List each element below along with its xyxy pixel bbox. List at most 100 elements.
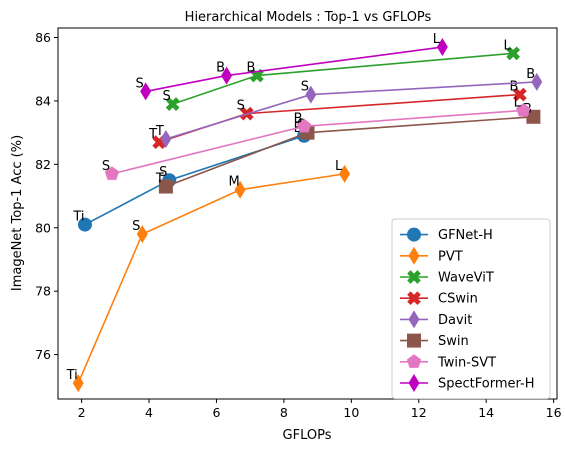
- legend-marker: [407, 333, 421, 348]
- data-point-twin-svt: [104, 166, 120, 180]
- point-label-wavevit: L: [504, 38, 512, 53]
- point-label-spectformer-h: B: [216, 61, 225, 76]
- series-line-pvt: [77, 173, 345, 384]
- legend-marker: [408, 310, 420, 329]
- data-point-spectformer-h: [140, 82, 152, 101]
- data-point-davit: [305, 85, 317, 104]
- x-tick-label: 4: [145, 405, 153, 420]
- data-point-davit: [160, 129, 172, 148]
- point-label-wavevit: S: [163, 89, 171, 104]
- y-tick-label: 76: [35, 347, 51, 362]
- point-label-davit: B: [526, 67, 535, 82]
- point-label-davit: T: [155, 124, 164, 139]
- legend-label: PVT: [438, 249, 463, 264]
- x-axis-label: GFLOPs: [283, 428, 332, 443]
- point-label-wavevit: B: [246, 61, 255, 76]
- data-point-pvt: [72, 374, 84, 393]
- legend-marker: [407, 291, 421, 306]
- y-tick-label: 78: [35, 284, 51, 299]
- series-twin-svt: S B L: [102, 95, 531, 180]
- point-label-pvt: Ti: [66, 368, 78, 383]
- data-point-spectformer-h: [221, 66, 233, 85]
- x-tick-label: 6: [212, 405, 220, 420]
- point-label-twin-svt: B: [294, 111, 303, 126]
- legend-item-davit: Davit: [400, 310, 472, 329]
- point-label-spectformer-h: S: [136, 76, 144, 91]
- data-point-wavevit: [165, 97, 180, 111]
- legend-item-twin-svt: Twin-SVT: [400, 354, 496, 370]
- legend-box: [391, 218, 551, 400]
- point-label-davit: S: [301, 80, 309, 95]
- legend-marker: [408, 246, 420, 265]
- data-point-pvt: [339, 164, 351, 183]
- data-point-spectformer-h: [436, 38, 448, 57]
- legend-label: CSwin: [438, 292, 478, 307]
- series-line-twin-svt: [111, 109, 524, 175]
- x-tick-label: 12: [411, 405, 427, 420]
- y-tick-label: 82: [35, 157, 51, 172]
- series-line-cswin: [158, 93, 520, 143]
- legend-item-wavevit: WaveViT: [400, 270, 494, 286]
- data-point-davit: [531, 72, 543, 91]
- data-point-twin-svt: [297, 118, 312, 133]
- series-line-swin: [165, 115, 534, 188]
- series-swin: TSB: [155, 102, 541, 194]
- x-tick-label: 14: [478, 405, 494, 420]
- point-label-gfnet-h: Ti: [72, 210, 84, 225]
- series-wavevit: SBL: [163, 38, 521, 111]
- series-line-spectformer-h: [145, 46, 443, 93]
- y-axis: 76 78 80 82 84 86: [35, 30, 58, 362]
- series-line-davit: [165, 81, 537, 140]
- legend-item-gfnet-h: GFNet-H: [400, 227, 493, 243]
- y-tick-label: 86: [35, 30, 51, 45]
- series-davit: T S B: [155, 67, 543, 148]
- x-tick-label: 2: [78, 405, 86, 420]
- point-label-twin-svt: S: [102, 159, 110, 174]
- point-label-spectformer-h: L: [433, 32, 441, 47]
- point-label-twin-svt: L: [514, 95, 522, 110]
- chart-title: Hierarchical Models : Top-1 vs GFLOPs: [185, 10, 432, 25]
- legend-marker: [407, 270, 421, 284]
- legend-item-swin: Swin: [400, 333, 469, 349]
- point-label-gfnet-h: S: [159, 165, 167, 180]
- data-point-cswin: [513, 87, 527, 102]
- y-tick-label: 84: [35, 93, 51, 108]
- legend-label: Davit: [438, 313, 472, 328]
- legend-item-pvt: PVT: [400, 246, 463, 265]
- legend-marker: [407, 227, 421, 242]
- legend-label: SpectFormer-H: [438, 377, 534, 392]
- point-label-cswin: S: [237, 99, 245, 114]
- point-label-pvt: L: [335, 159, 343, 174]
- x-tick-label: 8: [280, 405, 288, 420]
- data-point-swin: [526, 109, 541, 124]
- point-label-cswin: T: [148, 127, 157, 142]
- data-point-gfnet-h: [77, 217, 92, 232]
- plot-area: TiSBTiSMLSBLTSBTSBTSBSBLSBL: [66, 32, 543, 393]
- x-tick-label: 16: [546, 405, 562, 420]
- series-pvt: Ti S M L: [66, 159, 351, 393]
- legend-marker: [408, 374, 420, 392]
- point-label-swin: T: [155, 172, 164, 187]
- x-axis: 2 4 6 8 10 12 14 16: [78, 399, 562, 420]
- data-point-swin: [158, 179, 173, 194]
- y-tick-label: 80: [35, 220, 51, 235]
- data-point-twin-svt: [516, 102, 531, 117]
- point-label-pvt: M: [228, 175, 239, 190]
- x-tick-label: 10: [343, 405, 359, 420]
- legend-label: GFNet-H: [438, 228, 493, 243]
- data-point-pvt: [136, 225, 148, 244]
- legend-label: Twin-SVT: [437, 355, 496, 370]
- y-axis-label: ImageNet Top-1 Acc (%): [10, 135, 25, 291]
- data-point-pvt: [234, 180, 246, 199]
- data-point-wavevit: [506, 46, 521, 61]
- axes-frame: [57, 27, 558, 400]
- series-line-gfnet-h: [84, 135, 305, 226]
- point-label-cswin: B: [509, 80, 518, 95]
- legend-item-cswin: CSwin: [400, 291, 478, 307]
- series-spectformer-h: S B L: [136, 32, 448, 101]
- point-label-pvt: S: [132, 219, 140, 234]
- legend: GFNet-H PVT WaveViT CSwin Davit Swin Twin-SVT S…: [391, 218, 551, 400]
- legend-marker: [406, 354, 422, 368]
- legend-label: Swin: [438, 334, 469, 349]
